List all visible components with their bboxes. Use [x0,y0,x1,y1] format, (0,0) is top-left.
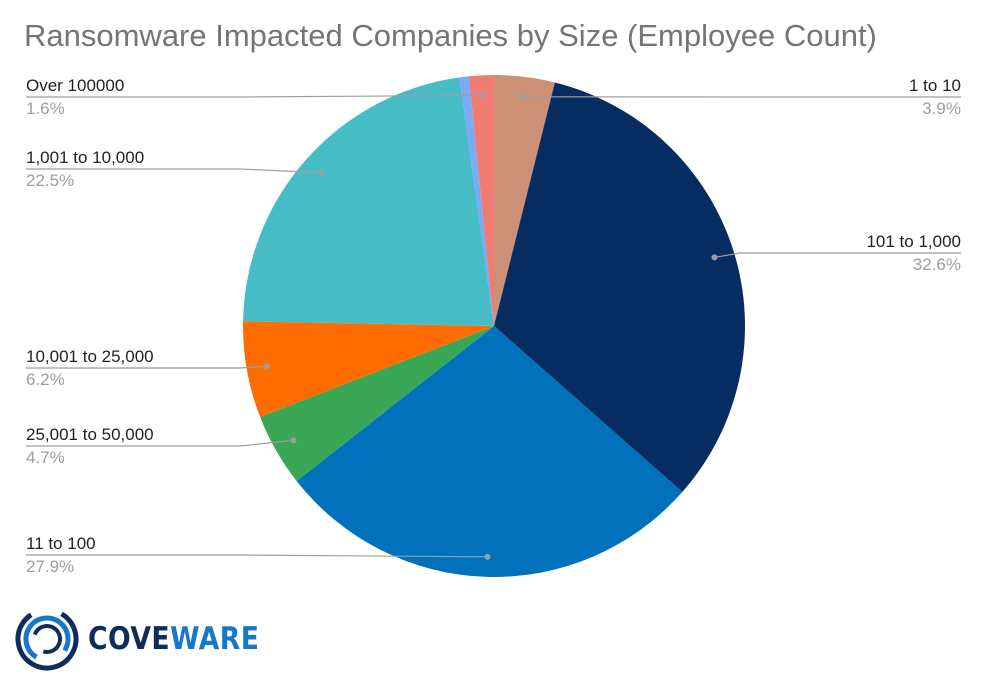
leader-dot-1-to-10 [519,93,526,100]
leader-line-over-100000 [26,94,483,98]
coveware-logo: COVEWARE [14,606,287,672]
pie-slice-1-001-to-10-000 [243,77,494,326]
slice-label-11-to-100: 11 to 100 [26,534,96,553]
pie-slice-101-to-1-000 [494,82,746,492]
slice-percent-101-to-1-000: 32.6% [913,255,961,274]
leader-line-25-001-to-50-000 [26,439,294,447]
leader-dot-101-to-1-000 [711,254,718,261]
slice-percent-1-001-to-10-000: 22.5% [26,171,74,190]
leader-dot-11-to-100 [484,553,491,560]
slice-percent-11-to-100: 27.9% [26,557,74,576]
slice-label-1-to-10: 1 to 10 [909,76,961,95]
leader-line-11-to-100 [26,554,488,558]
slice-percent-10-001-to-25-000: 6.2% [26,370,65,389]
slice-percent-1-to-10: 3.9% [922,99,961,118]
leader-line-101-to-1-000 [714,252,961,258]
slice-label-25-001-to-50-000: 25,001 to 50,000 [26,425,154,444]
coveware-logo-icon [15,607,79,671]
leader-line-1-001-to-10-000 [26,168,322,174]
pie-slice-11-to-100 [296,326,683,577]
slice-percent-over-100000: 1.6% [26,99,65,118]
slice-label-1-001-to-10-000: 1,001 to 10,000 [26,148,144,167]
coveware-logo-text: COVEWARE [88,621,260,657]
pie-slice-25-001-to-50-000 [260,326,494,482]
pie-slice-over-100000 [468,75,494,326]
slice-label-101-to-1-000: 101 to 1,000 [866,232,961,251]
leader-dot-over-100000 [479,92,486,99]
leader-dot-1-001-to-10-000 [318,169,325,176]
chart-title: Ransomware Impacted Companies by Size (E… [24,18,877,53]
pie-slice-unlabeled [459,76,494,326]
pie-slice-10-001-to-25-000 [243,321,494,417]
leader-line-10-001-to-25-000 [26,365,267,369]
leader-dot-10-001-to-25-000 [263,363,270,370]
leader-dot-25-001-to-50-000 [290,437,297,444]
slice-label-10-001-to-25-000: 10,001 to 25,000 [26,347,154,366]
slice-label-over-100000: Over 100000 [26,76,124,95]
slice-percent-25-001-to-50-000: 4.7% [26,448,65,467]
pie-slice-1-to-10 [494,75,555,326]
